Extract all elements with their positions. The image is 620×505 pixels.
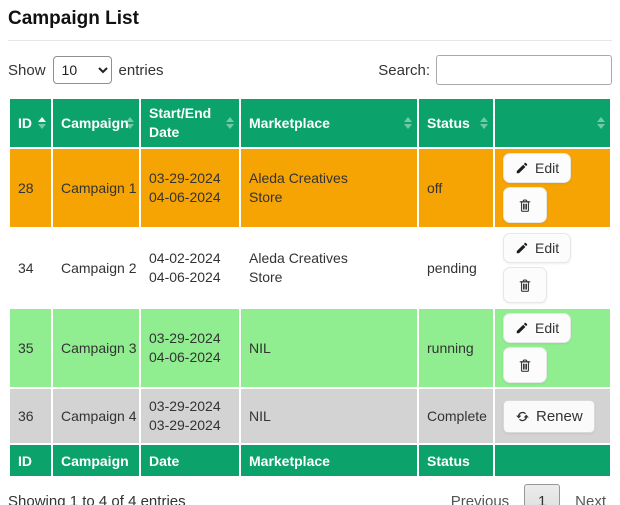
table-info: Showing 1 to 4 of 4 entries <box>8 493 186 505</box>
cell-dates: 03-29-2024 04-06-2024 <box>141 149 239 227</box>
table-row: 34 Campaign 2 04-02-2024 04-06-2024 Aled… <box>10 229 610 307</box>
title-divider <box>8 40 612 41</box>
edit-button[interactable]: Edit <box>503 313 572 343</box>
cell-actions: Edit <box>495 309 610 387</box>
header-actions[interactable] <box>495 99 610 147</box>
edit-button[interactable]: Edit <box>503 153 572 183</box>
entries-select[interactable]: 10 <box>52 56 112 84</box>
page-number-button[interactable]: 1 <box>524 484 561 505</box>
cell-status: Complete <box>427 407 487 424</box>
header-marketplace[interactable]: Marketplace <box>241 99 417 147</box>
renew-button[interactable]: Renew <box>503 399 595 433</box>
cell-marketplace: NIL <box>249 339 271 356</box>
table-bottom-bar: Showing 1 to 4 of 4 entries Previous 1 N… <box>8 484 612 505</box>
trash-icon <box>519 278 531 292</box>
page-length-control: Show 10 entries <box>8 56 164 84</box>
header-status[interactable]: Status <box>419 99 493 147</box>
footer-actions <box>495 445 610 476</box>
header-campaign[interactable]: Campaign <box>53 99 139 147</box>
cell-campaign: Campaign 3 <box>61 339 137 356</box>
sort-icons <box>126 117 134 129</box>
delete-button[interactable] <box>503 187 547 223</box>
pencil-icon <box>516 322 528 334</box>
cell-campaign: Campaign 4 <box>61 407 137 424</box>
cell-marketplace: Aleda Creatives Store <box>249 170 348 205</box>
cell-campaign: Campaign 2 <box>61 259 137 276</box>
trash-icon <box>519 358 531 372</box>
footer-id: ID <box>10 445 51 476</box>
cell-id: 34 <box>18 259 34 276</box>
table-footer: ID Campaign Date Marketplace Status <box>10 445 610 476</box>
table-controls: Show 10 entries Search: <box>8 55 612 85</box>
table-row: 36 Campaign 4 03-29-2024 03-29-2024 NIL … <box>10 389 610 443</box>
refresh-icon <box>516 411 529 421</box>
table-row: 35 Campaign 3 03-29-2024 04-06-2024 NIL … <box>10 309 610 387</box>
cell-dates: 04-02-2024 04-06-2024 <box>141 229 239 307</box>
start-date: 04-02-2024 <box>149 250 221 266</box>
end-date: 04-06-2024 <box>149 269 221 285</box>
cell-id: 35 <box>18 339 34 356</box>
end-date: 04-06-2024 <box>149 189 221 205</box>
search-input[interactable] <box>436 55 612 85</box>
cell-dates: 03-29-2024 03-29-2024 <box>141 389 239 443</box>
sort-icons <box>38 117 46 129</box>
cell-marketplace: NIL <box>249 407 271 424</box>
cell-status: pending <box>427 259 477 276</box>
cell-campaign: Campaign 1 <box>61 179 137 196</box>
campaign-table: ID Campaign Start/End Date Marketplace S… <box>8 97 612 478</box>
search-label: Search: <box>378 61 430 79</box>
start-date: 03-29-2024 <box>149 330 221 346</box>
pagination: Previous 1 Next <box>445 484 612 505</box>
pencil-icon <box>516 242 528 254</box>
table-row: 28 Campaign 1 03-29-2024 04-06-2024 Aled… <box>10 149 610 227</box>
delete-button[interactable] <box>503 347 547 383</box>
cell-id: 28 <box>18 179 34 196</box>
footer-status: Status <box>419 445 493 476</box>
end-date: 04-06-2024 <box>149 349 221 365</box>
next-button[interactable]: Next <box>575 493 606 505</box>
cell-marketplace: Aleda Creatives Store <box>249 250 348 285</box>
sort-icons <box>597 117 605 129</box>
edit-button[interactable]: Edit <box>503 233 572 263</box>
search-control: Search: <box>378 55 612 85</box>
header-id[interactable]: ID <box>10 99 51 147</box>
entries-label: entries <box>118 61 164 79</box>
start-date: 03-29-2024 <box>149 170 221 186</box>
footer-date: Date <box>141 445 239 476</box>
cell-dates: 03-29-2024 04-06-2024 <box>141 309 239 387</box>
start-date: 03-29-2024 <box>149 398 221 414</box>
page-title: Campaign List <box>8 8 139 29</box>
table-body: 28 Campaign 1 03-29-2024 04-06-2024 Aled… <box>10 149 610 443</box>
footer-marketplace: Marketplace <box>241 445 417 476</box>
previous-button[interactable]: Previous <box>450 493 510 505</box>
show-label: Show <box>8 61 46 79</box>
sort-icons <box>226 117 234 129</box>
pencil-icon <box>516 162 528 174</box>
sort-icons <box>404 117 412 129</box>
table-header: ID Campaign Start/End Date Marketplace S… <box>10 99 610 147</box>
cell-status: running <box>427 339 474 356</box>
cell-actions: Edit <box>495 149 610 227</box>
cell-actions: Edit <box>495 229 610 307</box>
end-date: 03-29-2024 <box>149 417 221 433</box>
sort-icons <box>480 117 488 129</box>
cell-actions: Renew <box>495 389 610 443</box>
footer-campaign: Campaign <box>53 445 139 476</box>
cell-id: 36 <box>18 407 34 424</box>
header-start-end-date[interactable]: Start/End Date <box>141 99 239 147</box>
cell-status: off <box>427 179 443 196</box>
trash-icon <box>519 198 531 212</box>
delete-button[interactable] <box>503 267 547 303</box>
